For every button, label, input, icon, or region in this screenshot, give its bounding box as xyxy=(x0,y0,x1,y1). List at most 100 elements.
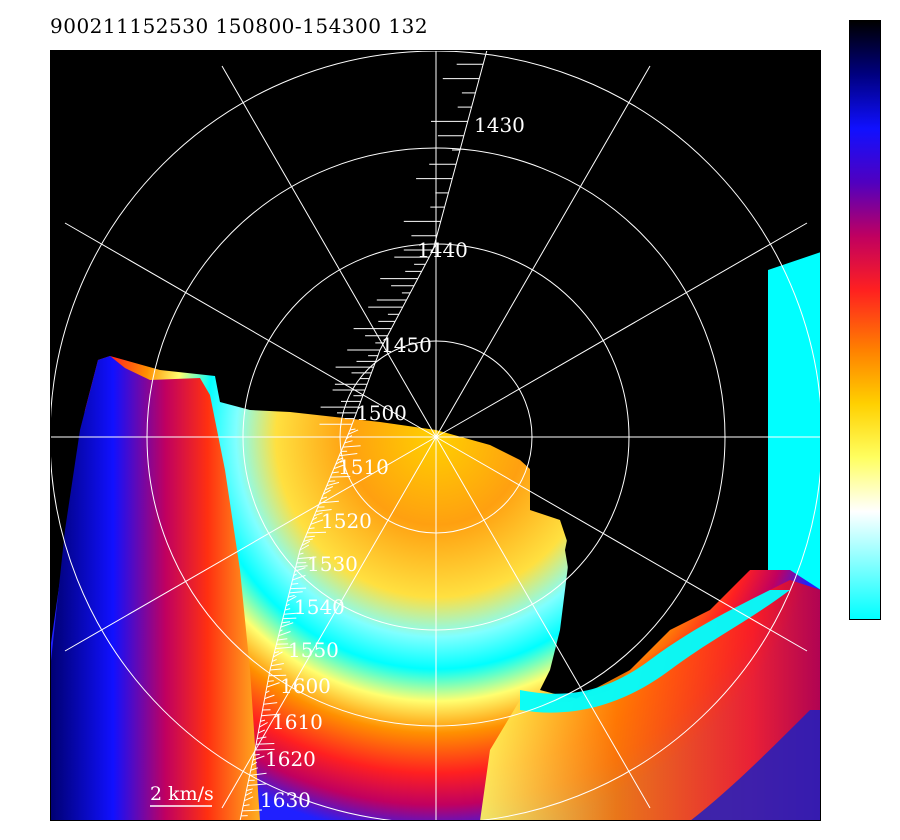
track-line xyxy=(284,549,301,611)
track-vector xyxy=(328,480,336,482)
chart-title: 900211152530 150800-154300 132 xyxy=(50,14,429,38)
track-vector xyxy=(298,552,304,555)
lower-right-arc xyxy=(480,580,821,821)
track-vector xyxy=(267,680,274,682)
track-vector xyxy=(246,788,253,792)
track-vector xyxy=(260,719,266,722)
track-vector xyxy=(290,587,307,590)
track-vector xyxy=(254,748,275,751)
track-vector xyxy=(297,556,317,560)
vector-scale: 2 km/s xyxy=(150,783,214,807)
track-vector xyxy=(303,538,313,542)
track-vector xyxy=(333,464,345,470)
track-label-1530: 1530 xyxy=(307,552,358,576)
data-gap-lower xyxy=(530,50,821,698)
track-line xyxy=(349,349,381,431)
right-cyan-block xyxy=(768,252,821,590)
track-vector xyxy=(295,565,308,568)
track-vector xyxy=(282,617,297,620)
lower-blue-edge xyxy=(690,710,821,821)
track-vector xyxy=(244,796,254,802)
track-vector xyxy=(299,544,310,551)
track-line xyxy=(299,489,326,551)
track-vector xyxy=(286,595,297,602)
colorbar-gradient xyxy=(850,21,880,619)
track-vector xyxy=(257,729,266,734)
track-vector xyxy=(271,658,277,662)
track-vector xyxy=(274,651,280,654)
track-vector xyxy=(253,753,260,756)
track-vector xyxy=(319,500,339,504)
track-vector xyxy=(257,736,267,740)
track-vector xyxy=(339,453,358,457)
track-vector xyxy=(247,783,267,786)
track-line xyxy=(379,249,434,351)
inner-cyan-arc xyxy=(520,590,790,713)
track-vector xyxy=(275,646,293,650)
track-vector xyxy=(312,516,318,521)
track-vector xyxy=(266,682,280,688)
track-label-1510: 1510 xyxy=(338,455,389,479)
track-vector xyxy=(322,489,331,495)
vector-scale-label: 2 km/s xyxy=(150,783,214,805)
track-label-1450: 1450 xyxy=(381,333,432,357)
polar-plot: 1430 1440 1450 1500 1510 1520 1530 1540 1550 1600… xyxy=(50,50,821,821)
track-line xyxy=(324,429,351,491)
track-vector xyxy=(335,460,343,465)
track-label-1630: 1630 xyxy=(260,788,311,812)
track-vector xyxy=(291,583,299,585)
track-vector xyxy=(332,471,339,474)
track-vector xyxy=(344,440,353,444)
track-vector xyxy=(292,574,306,581)
track-vector xyxy=(242,809,262,812)
track-vector xyxy=(277,638,288,641)
track-vector xyxy=(280,622,294,628)
track-label-1500: 1500 xyxy=(356,401,407,425)
track-vector xyxy=(337,457,344,461)
track-label-1610: 1610 xyxy=(272,710,323,734)
track-vector xyxy=(324,486,334,491)
track-label-1600: 1600 xyxy=(280,674,331,698)
track-label-1430: 1430 xyxy=(474,113,525,137)
track-vector xyxy=(342,445,361,448)
track-vector xyxy=(346,435,353,440)
track-vector xyxy=(307,531,327,534)
track-label-1520: 1520 xyxy=(321,509,372,533)
track-vector xyxy=(310,519,324,525)
track-vector xyxy=(264,694,275,700)
grid-spokes xyxy=(50,50,821,821)
track-vector xyxy=(308,527,315,530)
track-vector xyxy=(281,621,291,624)
track-vector xyxy=(330,476,351,478)
track-vector xyxy=(251,761,258,766)
colorbar xyxy=(849,20,881,620)
track-vector xyxy=(261,713,281,717)
track-vector xyxy=(272,651,283,658)
track-labels: 1430 1440 1450 1500 1510 1520 1530 1540 1550 1600… xyxy=(260,113,525,812)
track-vector xyxy=(321,496,328,500)
track-vector xyxy=(294,567,306,572)
track-line xyxy=(254,669,271,751)
track-vector xyxy=(265,690,270,694)
track-line xyxy=(269,609,286,671)
track-label-1440: 1440 xyxy=(417,238,468,262)
left-band xyxy=(50,356,260,821)
track-vector xyxy=(316,509,332,512)
track-vector xyxy=(301,540,311,547)
track-line xyxy=(432,50,488,251)
track-vector xyxy=(305,535,315,538)
track-vector xyxy=(259,722,268,728)
track-vector xyxy=(347,429,359,435)
track-vector xyxy=(271,663,284,667)
track-vector xyxy=(250,767,258,771)
track-line xyxy=(239,749,256,821)
track-vector xyxy=(285,603,290,607)
track-vector xyxy=(243,804,250,807)
track-vector xyxy=(288,594,295,598)
track-label-1620: 1620 xyxy=(265,747,316,771)
track-vector xyxy=(278,631,291,637)
track-vector xyxy=(283,612,300,615)
track-vector xyxy=(268,674,287,677)
track-vector xyxy=(256,743,275,745)
track-vector xyxy=(245,791,253,797)
